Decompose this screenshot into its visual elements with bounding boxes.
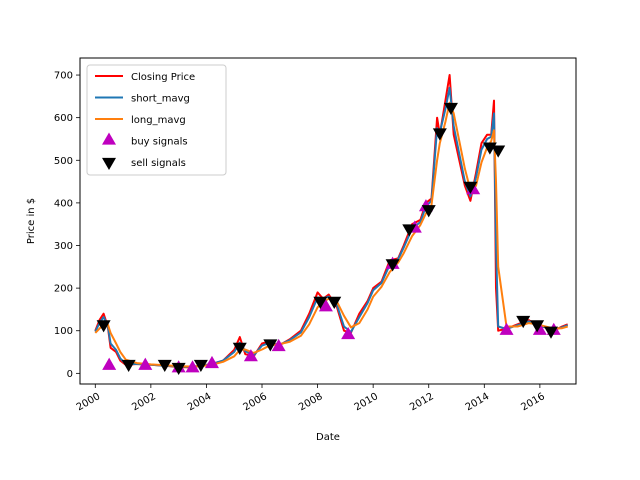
y-tick-label: 500 xyxy=(54,156,73,167)
buy-signal-marker xyxy=(499,322,514,335)
sell-signal-marker xyxy=(171,362,186,375)
sell-signal-marker xyxy=(491,145,506,158)
legend-swatch-buy-signals xyxy=(102,132,116,145)
buy-signal-marker xyxy=(102,357,117,370)
y-tick-label: 200 xyxy=(54,284,73,295)
sell-signal-marker xyxy=(263,339,278,352)
sell-signal-marker xyxy=(385,259,400,272)
legend-label-sell-signals: sell signals xyxy=(131,158,186,169)
sell-signal-marker xyxy=(121,359,136,373)
sell-signal-marker xyxy=(157,359,172,373)
buy-signal-marker xyxy=(243,349,258,362)
buy-signal-marker xyxy=(341,326,356,340)
legend-label-short-mavg: short_mavg xyxy=(131,94,190,105)
sell-signal-marker xyxy=(421,205,436,218)
sell-signal-marker xyxy=(402,224,417,237)
sell-signal-marker xyxy=(543,326,558,339)
y-tick-label: 300 xyxy=(54,241,73,252)
sell-signal-marker xyxy=(313,296,328,309)
buy-signal-marker xyxy=(204,355,219,369)
buy-signal-marker xyxy=(138,357,153,370)
sell-signal-marker xyxy=(432,128,447,141)
sell-signal-marker xyxy=(463,181,478,194)
y-axis: 0 100 200 300 400 500 600 700 xyxy=(54,71,80,380)
x-axis-label: Date xyxy=(316,432,340,443)
sell-signal-marker xyxy=(193,359,208,373)
sell-signal-marker xyxy=(530,320,545,333)
plot-area xyxy=(94,74,569,375)
sell-signal-marker xyxy=(96,320,111,333)
legend-swatch-sell-signals xyxy=(102,157,116,171)
buy-signal-marker xyxy=(532,322,547,335)
y-tick-label: 400 xyxy=(54,198,73,209)
sell-signal-marker xyxy=(516,315,531,329)
y-tick-label: 600 xyxy=(54,113,73,124)
axes-frame xyxy=(79,57,577,385)
legend-label-long-mavg: long_mavg xyxy=(131,115,186,126)
sell-signal-marker xyxy=(232,342,247,355)
y-axis-label: Price in $ xyxy=(26,198,37,244)
buy-signal-marker xyxy=(271,338,286,352)
sell-signal-marker xyxy=(327,296,342,309)
legend-label-closing-price: Closing Price xyxy=(131,72,195,83)
y-tick-label: 700 xyxy=(54,71,73,82)
legend-box xyxy=(86,64,227,176)
legend-label-buy-signals: buy signals xyxy=(131,137,188,148)
y-tick-label: 0 xyxy=(67,369,73,380)
buy-signal-marker xyxy=(185,360,200,373)
sell-signal-marker xyxy=(443,102,458,116)
buy-signal-marker xyxy=(318,299,333,312)
y-tick-label: 100 xyxy=(54,326,73,337)
